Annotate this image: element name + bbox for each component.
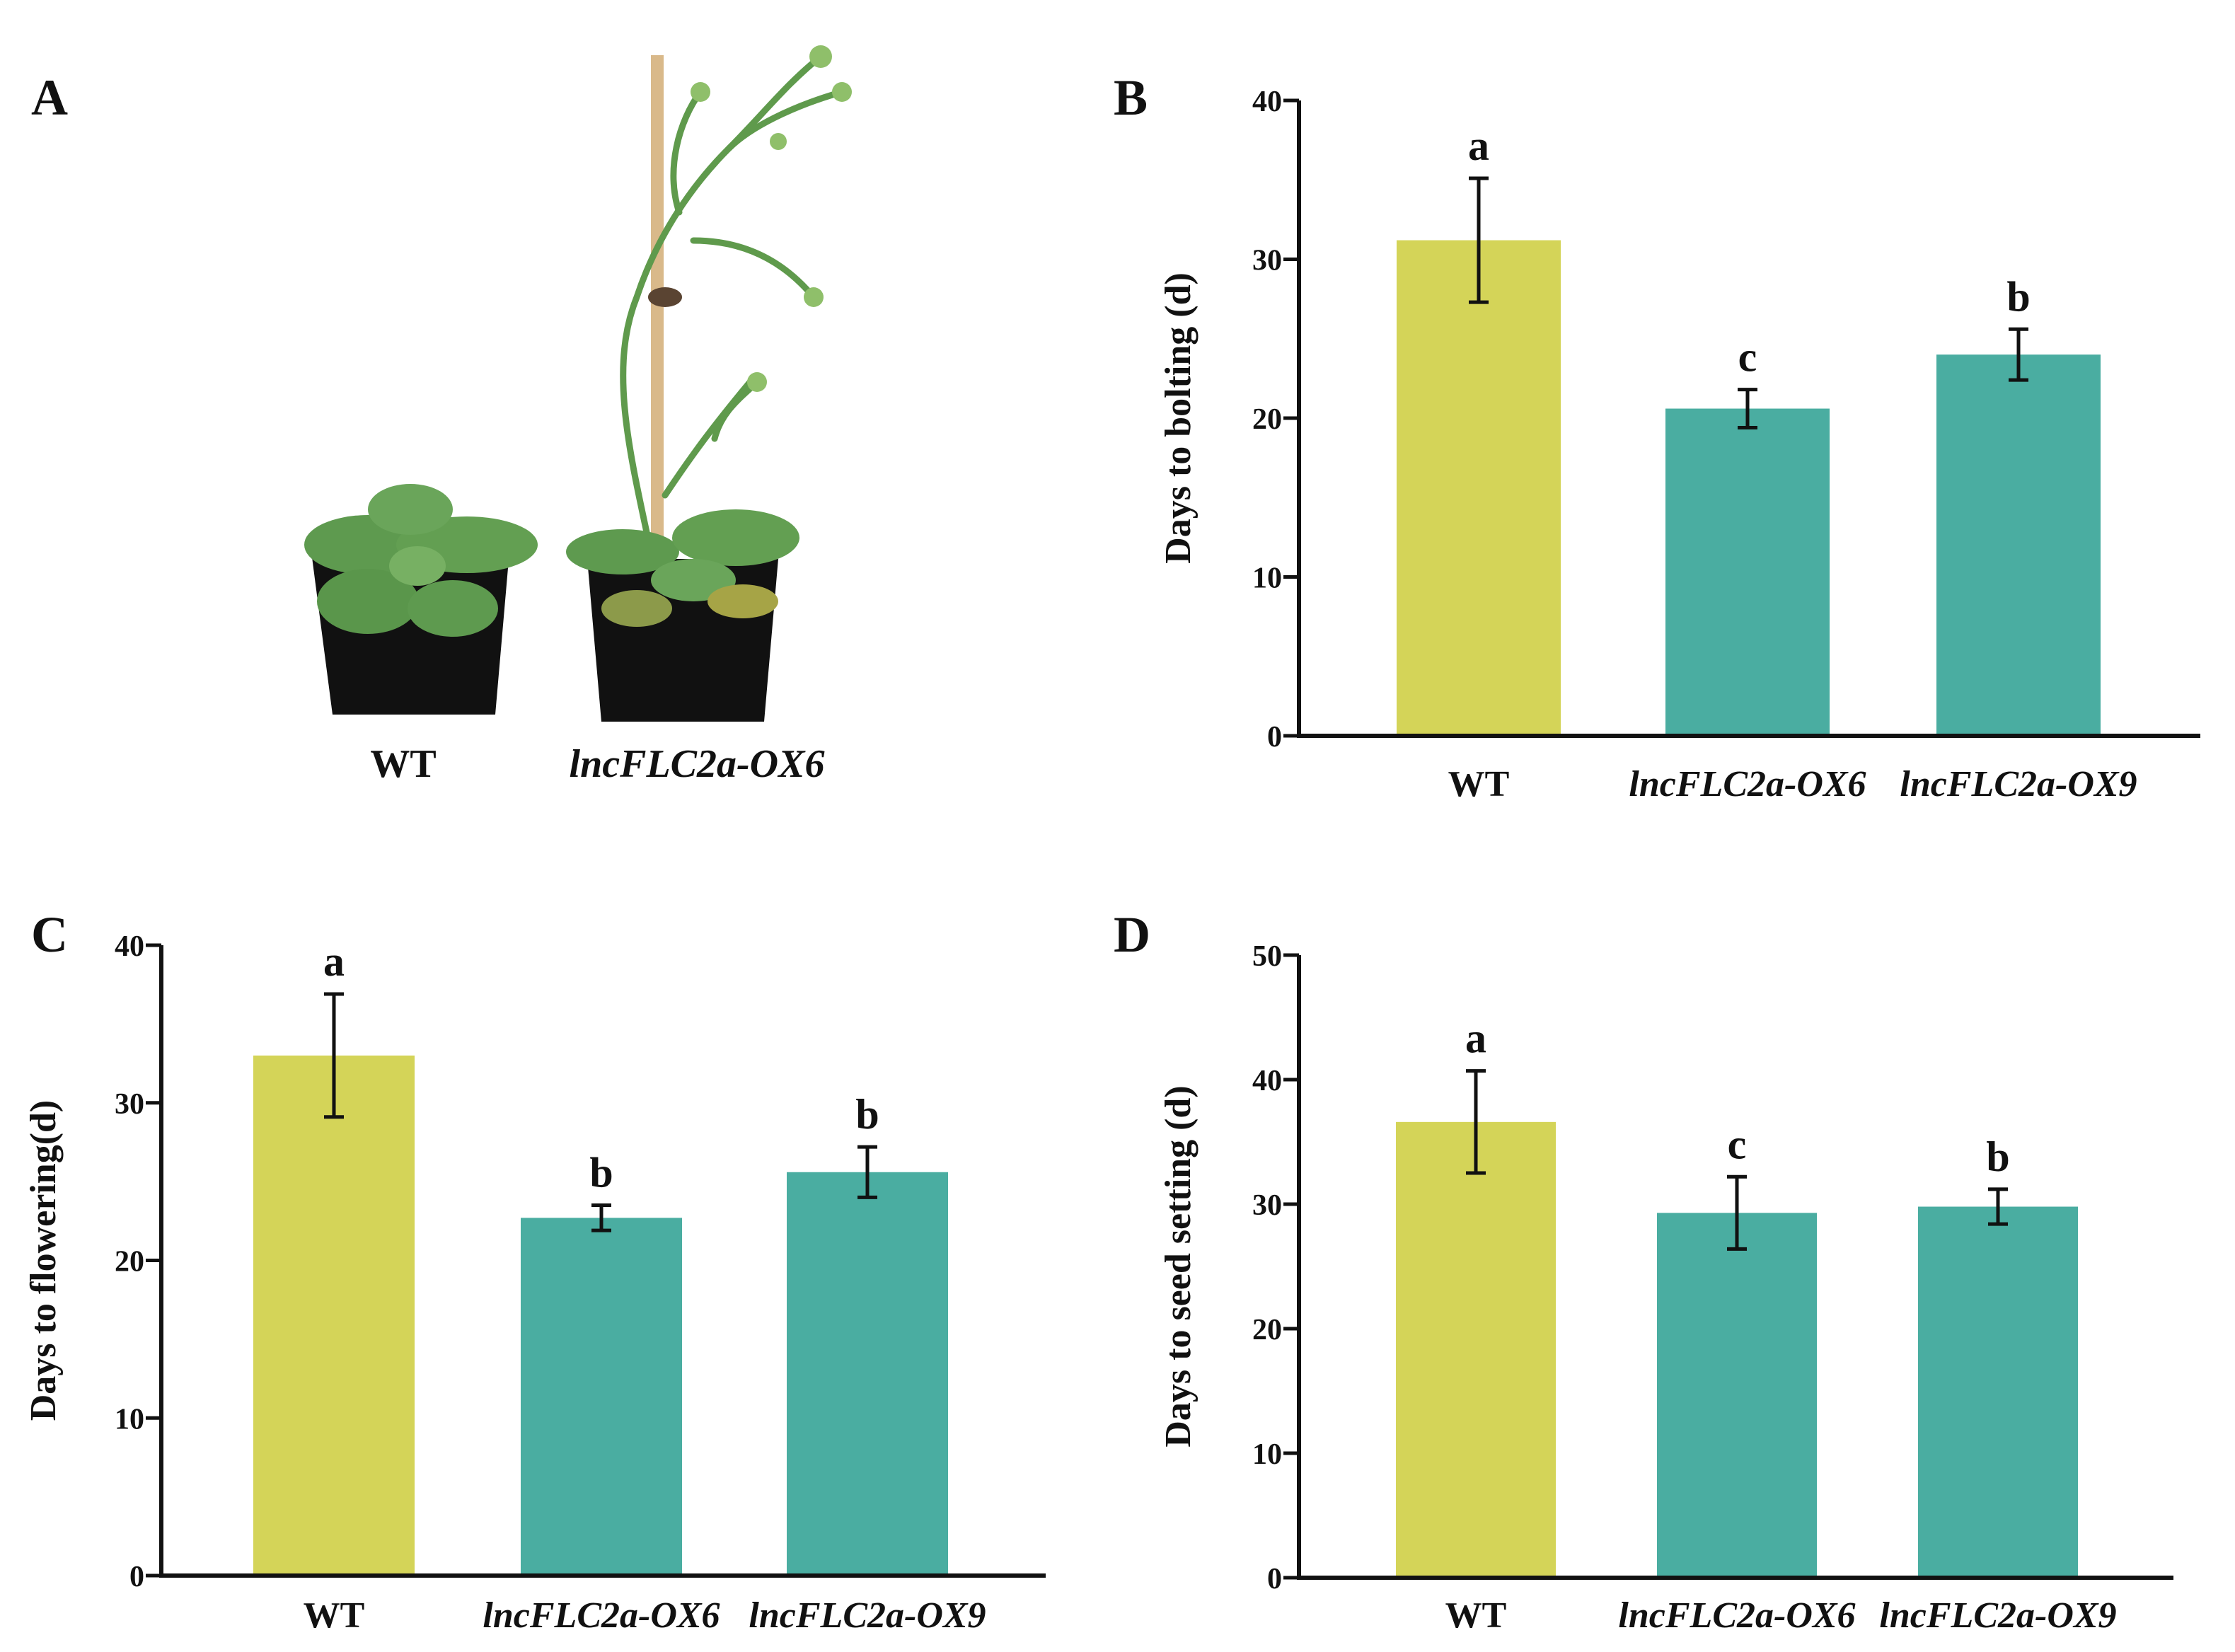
category-label-c-0: WT [304, 1595, 365, 1636]
y-tick-label-b-1: 10 [1252, 562, 1282, 595]
bar-b-2 [1936, 354, 2101, 736]
significance-letter-c-1: b [589, 1150, 613, 1196]
category-label-b-2: lncFLC2a-OX9 [1900, 764, 2137, 804]
category-label-d-0: WT [1445, 1595, 1507, 1636]
mutant-plant-illustration [566, 509, 799, 722]
bar-d-0 [1396, 1121, 1556, 1578]
y-tick-label-c-0: 0 [129, 1561, 144, 1593]
bar-b-0 [1397, 240, 1561, 736]
y-tick-label-d-2: 20 [1252, 1314, 1282, 1346]
category-label-d-1: lncFLC2a-OX6 [1618, 1595, 1855, 1636]
clip-illustration [648, 287, 682, 307]
y-tick-label-b-2: 20 [1252, 403, 1282, 436]
photo-label-wt: WT [370, 742, 436, 786]
y-tick-label-c-2: 20 [115, 1246, 144, 1278]
significance-letter-c-2: b [855, 1091, 879, 1138]
y-tick-label-b-0: 0 [1267, 721, 1282, 753]
y-tick-label-c-4: 40 [115, 930, 144, 963]
category-label-b-0: WT [1448, 764, 1510, 804]
significance-letter-d-0: a [1465, 1015, 1486, 1062]
significance-letter-b-0: a [1468, 122, 1489, 169]
significance-letter-d-1: c [1728, 1121, 1747, 1167]
panel-a-photo: A [31, 45, 852, 786]
bar-d-2 [1918, 1206, 2078, 1578]
category-label-b-1: lncFLC2a-OX6 [1629, 764, 1866, 804]
panel-letter-c: C [31, 906, 68, 963]
y-tick-label-d-4: 40 [1252, 1065, 1282, 1097]
category-label-c-2: lncFLC2a-OX9 [749, 1595, 986, 1636]
y-tick-label-c-3: 30 [115, 1088, 144, 1121]
flower-buds-illustration [691, 45, 852, 392]
y-tick-label-d-1: 10 [1252, 1438, 1282, 1471]
wt-plant-illustration [304, 484, 538, 715]
stake-illustration [651, 55, 664, 572]
panel-letter-b: B [1114, 69, 1148, 126]
y-tick-label-d-3: 30 [1252, 1189, 1282, 1222]
panel-letter-a: A [31, 69, 68, 126]
y-tick-label-b-3: 30 [1252, 245, 1282, 277]
bar-c-0 [253, 1055, 415, 1576]
y-axis-title-b: Days to bolting (d) [1158, 272, 1199, 564]
mutant-inflorescence-illustration [620, 53, 845, 555]
bar-c-2 [787, 1172, 948, 1576]
significance-letter-c-0: a [323, 938, 345, 985]
significance-letter-d-2: b [1986, 1133, 2009, 1180]
panel-letter-d: D [1114, 906, 1150, 963]
significance-letter-b-2: b [2006, 273, 2030, 320]
y-tick-label-d-0: 0 [1267, 1563, 1282, 1595]
chart-b: B a WT c lncFLC2a-OX6 b lncFLC2a-OX9 0 10 20 30 40… [1114, 69, 2200, 804]
y-tick-label-c-1: 10 [115, 1403, 144, 1436]
category-label-c-1: lncFLC2a-OX6 [483, 1595, 720, 1636]
y-axis-title-c: Days to flowering(d) [23, 1100, 64, 1421]
chart-c: C a WT b lncFLC2a-OX6 b lncFLC2a-OX9 0 10 20 30 40… [23, 906, 1046, 1636]
y-tick-label-d-5: 50 [1252, 940, 1282, 973]
chart-d: D a WT c lncFLC2a-OX6 b lncFLC2a-OX9 0 10 20 30 40… [1114, 906, 2173, 1636]
y-tick-label-b-4: 40 [1252, 86, 1282, 118]
y-axis-title-d: Days to seed setting (d) [1158, 1085, 1199, 1447]
significance-letter-b-1: c [1738, 334, 1757, 381]
category-label-d-2: lncFLC2a-OX9 [1879, 1595, 2116, 1636]
photo-label-mutant: lncFLC2a-OX6 [570, 742, 825, 786]
bar-b-1 [1665, 408, 1830, 736]
bar-d-1 [1657, 1213, 1817, 1578]
bar-c-1 [521, 1218, 682, 1576]
